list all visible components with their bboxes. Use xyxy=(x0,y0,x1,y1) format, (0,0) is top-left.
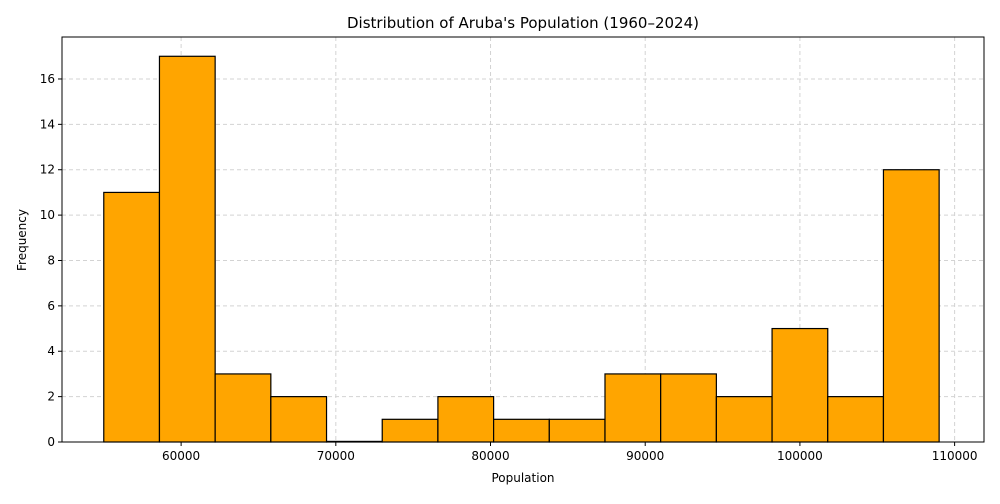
y-tick-label: 14 xyxy=(40,117,55,131)
histogram-bar xyxy=(270,396,328,443)
y-tick-label: 4 xyxy=(47,344,55,358)
x-tick-label: 70000 xyxy=(317,449,355,463)
histogram-bar xyxy=(882,169,940,443)
bars-layer xyxy=(103,55,940,443)
histogram-bar xyxy=(158,55,216,443)
histogram-bar xyxy=(381,418,439,443)
x-tick-label: 80000 xyxy=(471,449,509,463)
x-tick-label: 110000 xyxy=(932,449,978,463)
x-tick-label: 90000 xyxy=(626,449,664,463)
y-tick-label: 6 xyxy=(47,299,55,313)
histogram-bar xyxy=(771,327,829,443)
histogram-bar xyxy=(715,396,773,443)
x-tick-label: 60000 xyxy=(162,449,200,463)
x-tick-label: 100000 xyxy=(777,449,823,463)
y-tick-label: 8 xyxy=(47,253,55,267)
histogram-bar xyxy=(660,373,717,443)
axes-frame xyxy=(61,36,985,443)
y-tick-label: 0 xyxy=(47,435,55,449)
y-tick-label: 16 xyxy=(40,72,55,86)
histogram-bar xyxy=(493,418,550,443)
histogram-bar xyxy=(214,373,272,443)
x-axis-label: Population xyxy=(491,471,554,485)
chart-title: Distribution of Aruba's Population (1960… xyxy=(347,14,699,32)
histogram-bar xyxy=(437,396,495,443)
ticks-layer: 60000 70000 80000 90000 100000 110000 0 2 4 6 8 10 1… xyxy=(40,72,978,463)
histogram-bar xyxy=(604,373,662,443)
y-tick-label: 10 xyxy=(40,208,55,222)
y-axis-label: Frequency xyxy=(15,209,29,271)
y-tick-label: 12 xyxy=(40,163,55,177)
y-tick-label: 2 xyxy=(47,390,55,404)
histogram-bar xyxy=(548,418,606,443)
histogram-bar xyxy=(827,396,885,443)
histogram-bar xyxy=(103,191,161,443)
